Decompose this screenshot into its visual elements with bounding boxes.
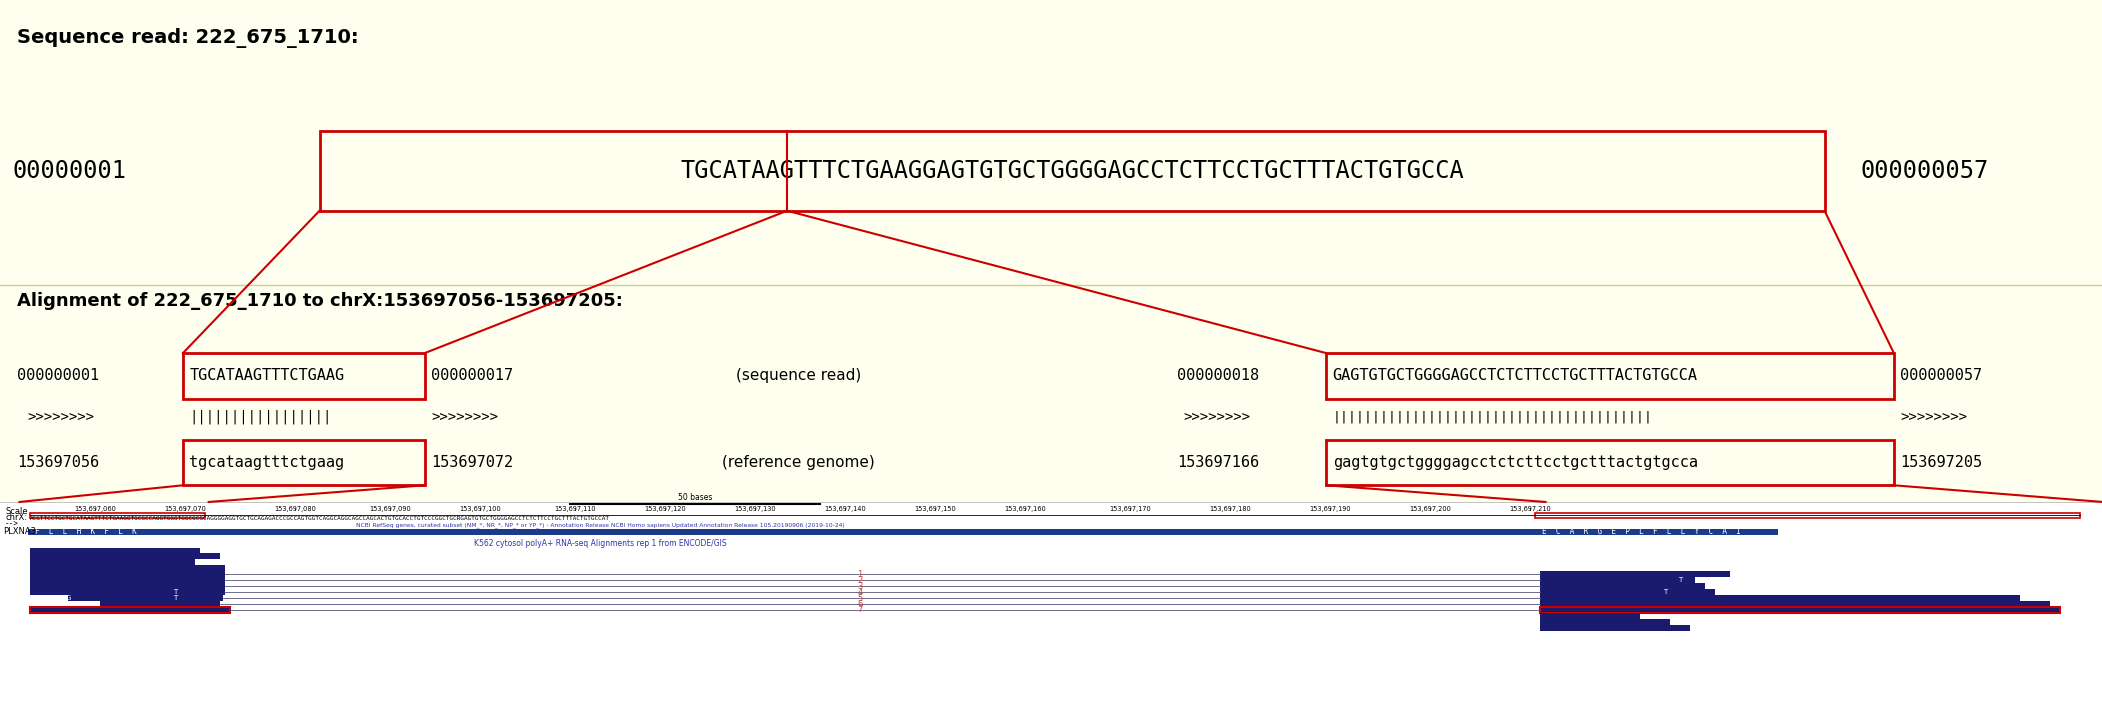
Bar: [1541, 583, 1705, 589]
Text: 153,697,170: 153,697,170: [1110, 506, 1152, 512]
Text: 000000017: 000000017: [431, 368, 513, 384]
Text: 000000057: 000000057: [1900, 368, 1982, 384]
Text: 000000018: 000000018: [1177, 368, 1259, 384]
Text: Sequence read: 222_675_1710:: Sequence read: 222_675_1710:: [17, 28, 359, 48]
Text: (reference genome): (reference genome): [723, 455, 874, 470]
Text: 153697056: 153697056: [17, 455, 99, 470]
Text: 00000001: 00000001: [13, 159, 126, 183]
Bar: [1541, 595, 2020, 601]
Text: 153,697,100: 153,697,100: [458, 506, 500, 512]
Text: 000000001: 000000001: [17, 368, 99, 384]
Text: T: T: [1663, 589, 1667, 595]
Text: 50 bases: 50 bases: [677, 493, 713, 503]
Text: 153697205: 153697205: [1900, 455, 1982, 470]
Text: 153,697,060: 153,697,060: [74, 506, 116, 512]
Text: |||||||||||||||||: |||||||||||||||||: [189, 409, 332, 424]
Text: TGCATAAGTTTCTGAAG: TGCATAAGTTTCTGAAG: [189, 368, 345, 384]
Bar: [1541, 613, 1640, 619]
Text: 1: 1: [858, 570, 862, 579]
Text: 153,697,090: 153,697,090: [370, 506, 410, 512]
Bar: [29, 577, 225, 583]
Text: 4: 4: [858, 587, 862, 597]
Bar: [1541, 589, 1715, 595]
Text: T: T: [1677, 577, 1682, 583]
Bar: [29, 553, 221, 560]
Bar: [1541, 625, 1690, 631]
Bar: [29, 589, 225, 595]
Text: G: G: [65, 595, 71, 601]
Text: 153,697,160: 153,697,160: [1005, 506, 1047, 512]
Text: NCBI RefSeq genes, curated subset (NM_*, NR_*, NP_* or YP_*) - Annotation Releas: NCBI RefSeq genes, curated subset (NM_*,…: [355, 523, 845, 528]
Bar: [29, 583, 225, 589]
Text: 5: 5: [858, 594, 862, 602]
Bar: [29, 565, 225, 571]
Text: Scale: Scale: [4, 507, 27, 516]
Bar: [1326, 353, 1894, 399]
Bar: [27, 529, 1778, 535]
Text: 153697166: 153697166: [1177, 455, 1259, 470]
Bar: [1541, 577, 1694, 583]
Text: 153,697,070: 153,697,070: [164, 506, 206, 512]
Bar: [29, 571, 225, 577]
Text: chrX:: chrX:: [4, 513, 27, 522]
Bar: [1326, 440, 1894, 486]
Text: 153,697,210: 153,697,210: [1509, 506, 1551, 512]
Text: 153,697,190: 153,697,190: [1310, 506, 1352, 512]
Text: 153,697,200: 153,697,200: [1408, 506, 1450, 512]
Text: 153,697,150: 153,697,150: [914, 506, 956, 512]
Text: F  L  L  H  K  F  L  K: F L L H K F L K: [36, 527, 137, 536]
Text: 153,697,180: 153,697,180: [1209, 506, 1251, 512]
Text: 3: 3: [858, 582, 862, 591]
Text: Alignment of 222_675_1710 to chrX:153697056-153697205:: Alignment of 222_675_1710 to chrX:153697…: [17, 292, 622, 310]
Text: >>>>>>>>: >>>>>>>>: [1900, 410, 1967, 424]
Bar: [29, 548, 200, 553]
Bar: [1541, 571, 1730, 577]
Text: ACGTTCCTGCTGCATAAGTTTCTGAAGGTGCGCCAGGTGGGTGGCGCGCAGGGGAGGTGCTGCAGAGACCCGCCAGTGGT: ACGTTCCTGCTGCATAAGTTTCTGAAGGTGCGCCAGGTGG…: [29, 515, 610, 521]
Text: gagtgtgctggggagcctctcttcctgctttactgtgcca: gagtgtgctggggagcctctcttcctgctttactgtgcca: [1333, 455, 1698, 470]
Text: T: T: [172, 595, 177, 601]
Bar: [101, 601, 221, 607]
Bar: [29, 607, 229, 613]
Text: E  C  A  R  G  E  P  L  F  L  L  Y  C  A  I: E C A R G E P L F L L Y C A I: [1543, 527, 1740, 536]
Text: ||||||||||||||||||||||||||||||||||||||||: ||||||||||||||||||||||||||||||||||||||||: [1333, 410, 1652, 424]
Text: 2: 2: [858, 576, 862, 585]
Text: -->: -->: [4, 520, 19, 529]
Bar: [1541, 607, 2060, 613]
Bar: [1541, 619, 1669, 625]
Bar: [29, 513, 206, 518]
Bar: [1534, 513, 2081, 518]
Text: T: T: [172, 589, 177, 595]
Bar: [183, 353, 425, 399]
Text: 153697072: 153697072: [431, 455, 513, 470]
Text: PLXNA3: PLXNA3: [2, 527, 36, 536]
Text: 7: 7: [858, 605, 862, 614]
Text: 153,697,140: 153,697,140: [824, 506, 866, 512]
Text: (sequence read): (sequence read): [736, 368, 862, 384]
Text: TGCATAAGTTTCTGAAGGAGTGTGCTGGGGAGCCTCTTCCTGCTTTACTGTGCCA: TGCATAAGTTTCTGAAGGAGTGTGCTGGGGAGCCTCTTCC…: [681, 159, 1463, 183]
Text: 000000057: 000000057: [1860, 159, 1988, 183]
Text: >>>>>>>>: >>>>>>>>: [27, 410, 95, 424]
Text: >>>>>>>>: >>>>>>>>: [1183, 410, 1251, 424]
Text: >>>>>>>>: >>>>>>>>: [431, 410, 498, 424]
Bar: [183, 440, 425, 486]
Bar: [67, 595, 223, 601]
Text: 153,697,130: 153,697,130: [734, 506, 776, 512]
Text: K562 cytosol polyA+ RNA-seq Alignments rep 1 from ENCODE/GIS: K562 cytosol polyA+ RNA-seq Alignments r…: [473, 538, 727, 548]
Bar: [320, 131, 1825, 211]
Text: 153,697,080: 153,697,080: [273, 506, 315, 512]
Text: GAGTGTGCTGGGGAGCCTCTCTTCCTGCTTTACTGTGCCA: GAGTGTGCTGGGGAGCCTCTCTTCCTGCTTTACTGTGCCA: [1333, 368, 1698, 384]
Text: tgcataagtttctgaag: tgcataagtttctgaag: [189, 455, 345, 470]
Text: 6: 6: [858, 600, 862, 609]
Text: 153,697,120: 153,697,120: [643, 506, 685, 512]
Bar: [1541, 601, 2049, 607]
Bar: [29, 560, 195, 565]
Text: 153,697,110: 153,697,110: [555, 506, 595, 512]
